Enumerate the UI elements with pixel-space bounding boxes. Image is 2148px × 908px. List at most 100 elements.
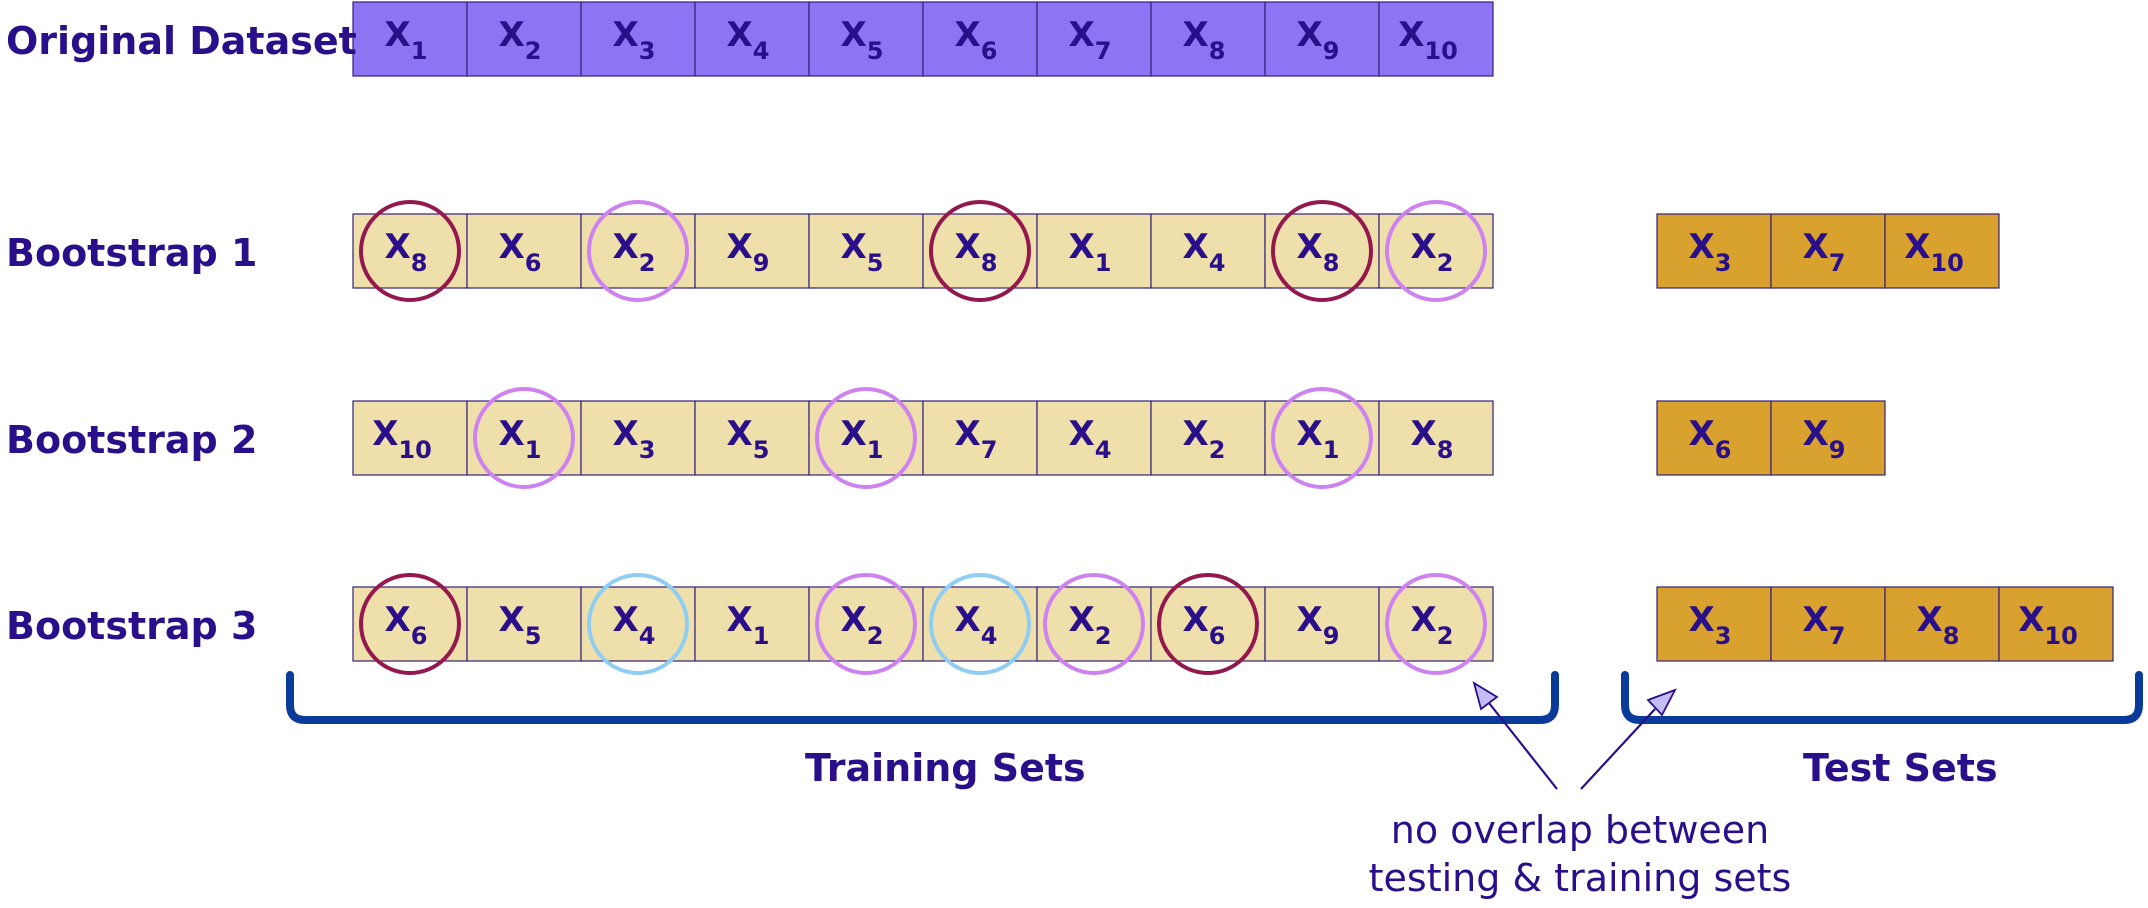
original-cell-0-4: X5 xyxy=(808,1,924,77)
cell-label: X6 xyxy=(499,227,542,277)
cell-label: X4 xyxy=(1183,227,1226,277)
row-label-bootstrap-1: Bootstrap 1 xyxy=(6,231,258,275)
duplicate-circle xyxy=(1271,200,1373,302)
training-cell-3-4: X2 xyxy=(808,573,924,675)
training-cell-3-9: X2 xyxy=(1378,573,1494,675)
cell-label: X9 xyxy=(1803,414,1846,464)
cell-label: X4 xyxy=(955,600,998,650)
cell-label: X8 xyxy=(1411,414,1454,464)
test-cell-1-0: X3 xyxy=(1656,213,1772,289)
training-cell-1-4: X5 xyxy=(808,213,924,289)
arrowhead-training xyxy=(1472,681,1499,711)
arrowhead-test xyxy=(1646,688,1677,717)
training-cell-3-8: X9 xyxy=(1264,586,1380,662)
arrow-to-training xyxy=(1488,702,1558,790)
training-cell-2-2: X3 xyxy=(580,400,696,476)
test-cell-2-1: X9 xyxy=(1770,400,1886,476)
test-cell-3-2: X8 xyxy=(1884,586,2000,662)
duplicate-circle xyxy=(587,573,689,675)
cell-label: X10 xyxy=(1904,227,1964,277)
cell-label: X1 xyxy=(385,15,428,65)
duplicate-circle xyxy=(1157,573,1259,675)
training-cell-2-0: X10 xyxy=(352,400,468,476)
arrow-to-test xyxy=(1580,708,1656,790)
cell-label: X9 xyxy=(727,227,770,277)
training-cell-1-3: X9 xyxy=(694,213,810,289)
training-cell-2-7: X2 xyxy=(1150,400,1266,476)
cell-label: X5 xyxy=(727,414,770,464)
test-cell-1-2: X10 xyxy=(1884,213,2000,289)
cell-label: X4 xyxy=(613,600,656,650)
cell-label: X7 xyxy=(1803,600,1846,650)
row-label-bootstrap-2: Bootstrap 2 xyxy=(6,418,258,462)
training-cell-3-1: X5 xyxy=(466,586,582,662)
cell-label: X1 xyxy=(841,414,884,464)
training-cell-2-5: X7 xyxy=(922,400,1038,476)
cell-label: X2 xyxy=(499,15,542,65)
cell-label: X8 xyxy=(385,227,428,277)
test-brace xyxy=(1621,671,2143,724)
duplicate-circle xyxy=(815,573,917,675)
training-cell-2-3: X5 xyxy=(694,400,810,476)
cell-label: X7 xyxy=(955,414,998,464)
cell-label: X7 xyxy=(1803,227,1846,277)
test-cell-3-0: X3 xyxy=(1656,586,1772,662)
cell-label: X8 xyxy=(1183,15,1226,65)
original-cell-0-7: X8 xyxy=(1150,1,1266,77)
training-cell-3-6: X2 xyxy=(1036,573,1152,675)
training-brace xyxy=(286,671,1559,724)
cell-label: X10 xyxy=(2018,600,2078,650)
cell-label: X1 xyxy=(1069,227,1112,277)
test-cell-3-1: X7 xyxy=(1770,586,1886,662)
overlap-note-line-2: testing & training sets xyxy=(1368,856,1792,900)
original-cell-0-1: X2 xyxy=(466,1,582,77)
test-cell-3-3: X10 xyxy=(1998,586,2114,662)
training-cell-1-0: X8 xyxy=(352,200,468,302)
cell-label: X4 xyxy=(1069,414,1112,464)
duplicate-circle xyxy=(1385,573,1487,675)
duplicate-circle xyxy=(1271,387,1373,489)
training-cell-3-0: X6 xyxy=(352,573,468,675)
cell-label: X6 xyxy=(1689,414,1732,464)
duplicate-circle xyxy=(929,200,1031,302)
cell-label: X2 xyxy=(1183,414,1226,464)
cell-label: X3 xyxy=(1689,600,1732,650)
cell-label: X6 xyxy=(385,600,428,650)
test-cell-1-1: X7 xyxy=(1770,213,1886,289)
cell-label: X3 xyxy=(613,15,656,65)
cell-label: X6 xyxy=(1183,600,1226,650)
training-cell-3-3: X1 xyxy=(694,586,810,662)
original-cell-0-8: X9 xyxy=(1264,1,1380,77)
training-cell-2-4: X1 xyxy=(808,387,924,489)
cell-label: X4 xyxy=(727,15,770,65)
duplicate-circle xyxy=(359,200,461,302)
cell-label: X7 xyxy=(1069,15,1112,65)
cell-label: X5 xyxy=(841,15,884,65)
cell-label: X10 xyxy=(1398,15,1458,65)
overlap-note-line-1: no overlap between xyxy=(1390,808,1770,852)
training-cell-2-6: X4 xyxy=(1036,400,1152,476)
training-cell-1-8: X8 xyxy=(1264,200,1380,302)
test-cell-2-0: X6 xyxy=(1656,400,1772,476)
duplicate-circle xyxy=(1385,200,1487,302)
training-cell-2-9: X8 xyxy=(1378,400,1494,476)
training-cell-2-1: X1 xyxy=(466,387,582,489)
cell-label: X2 xyxy=(841,600,884,650)
cell-label: X9 xyxy=(1297,600,1340,650)
duplicate-circle xyxy=(815,387,917,489)
cell-label: X5 xyxy=(841,227,884,277)
cell-label: X3 xyxy=(613,414,656,464)
training-cell-1-2: X2 xyxy=(580,200,696,302)
duplicate-circle xyxy=(359,573,461,675)
cell-label: X3 xyxy=(1689,227,1732,277)
original-cell-0-0: X1 xyxy=(352,1,468,77)
cell-label: X2 xyxy=(1411,227,1454,277)
cell-label: X1 xyxy=(1297,414,1340,464)
duplicate-circle xyxy=(1043,573,1145,675)
cell-label: X8 xyxy=(955,227,998,277)
duplicate-circle xyxy=(473,387,575,489)
original-cell-0-2: X3 xyxy=(580,1,696,77)
training-sets-caption: Training Sets xyxy=(805,746,1086,790)
